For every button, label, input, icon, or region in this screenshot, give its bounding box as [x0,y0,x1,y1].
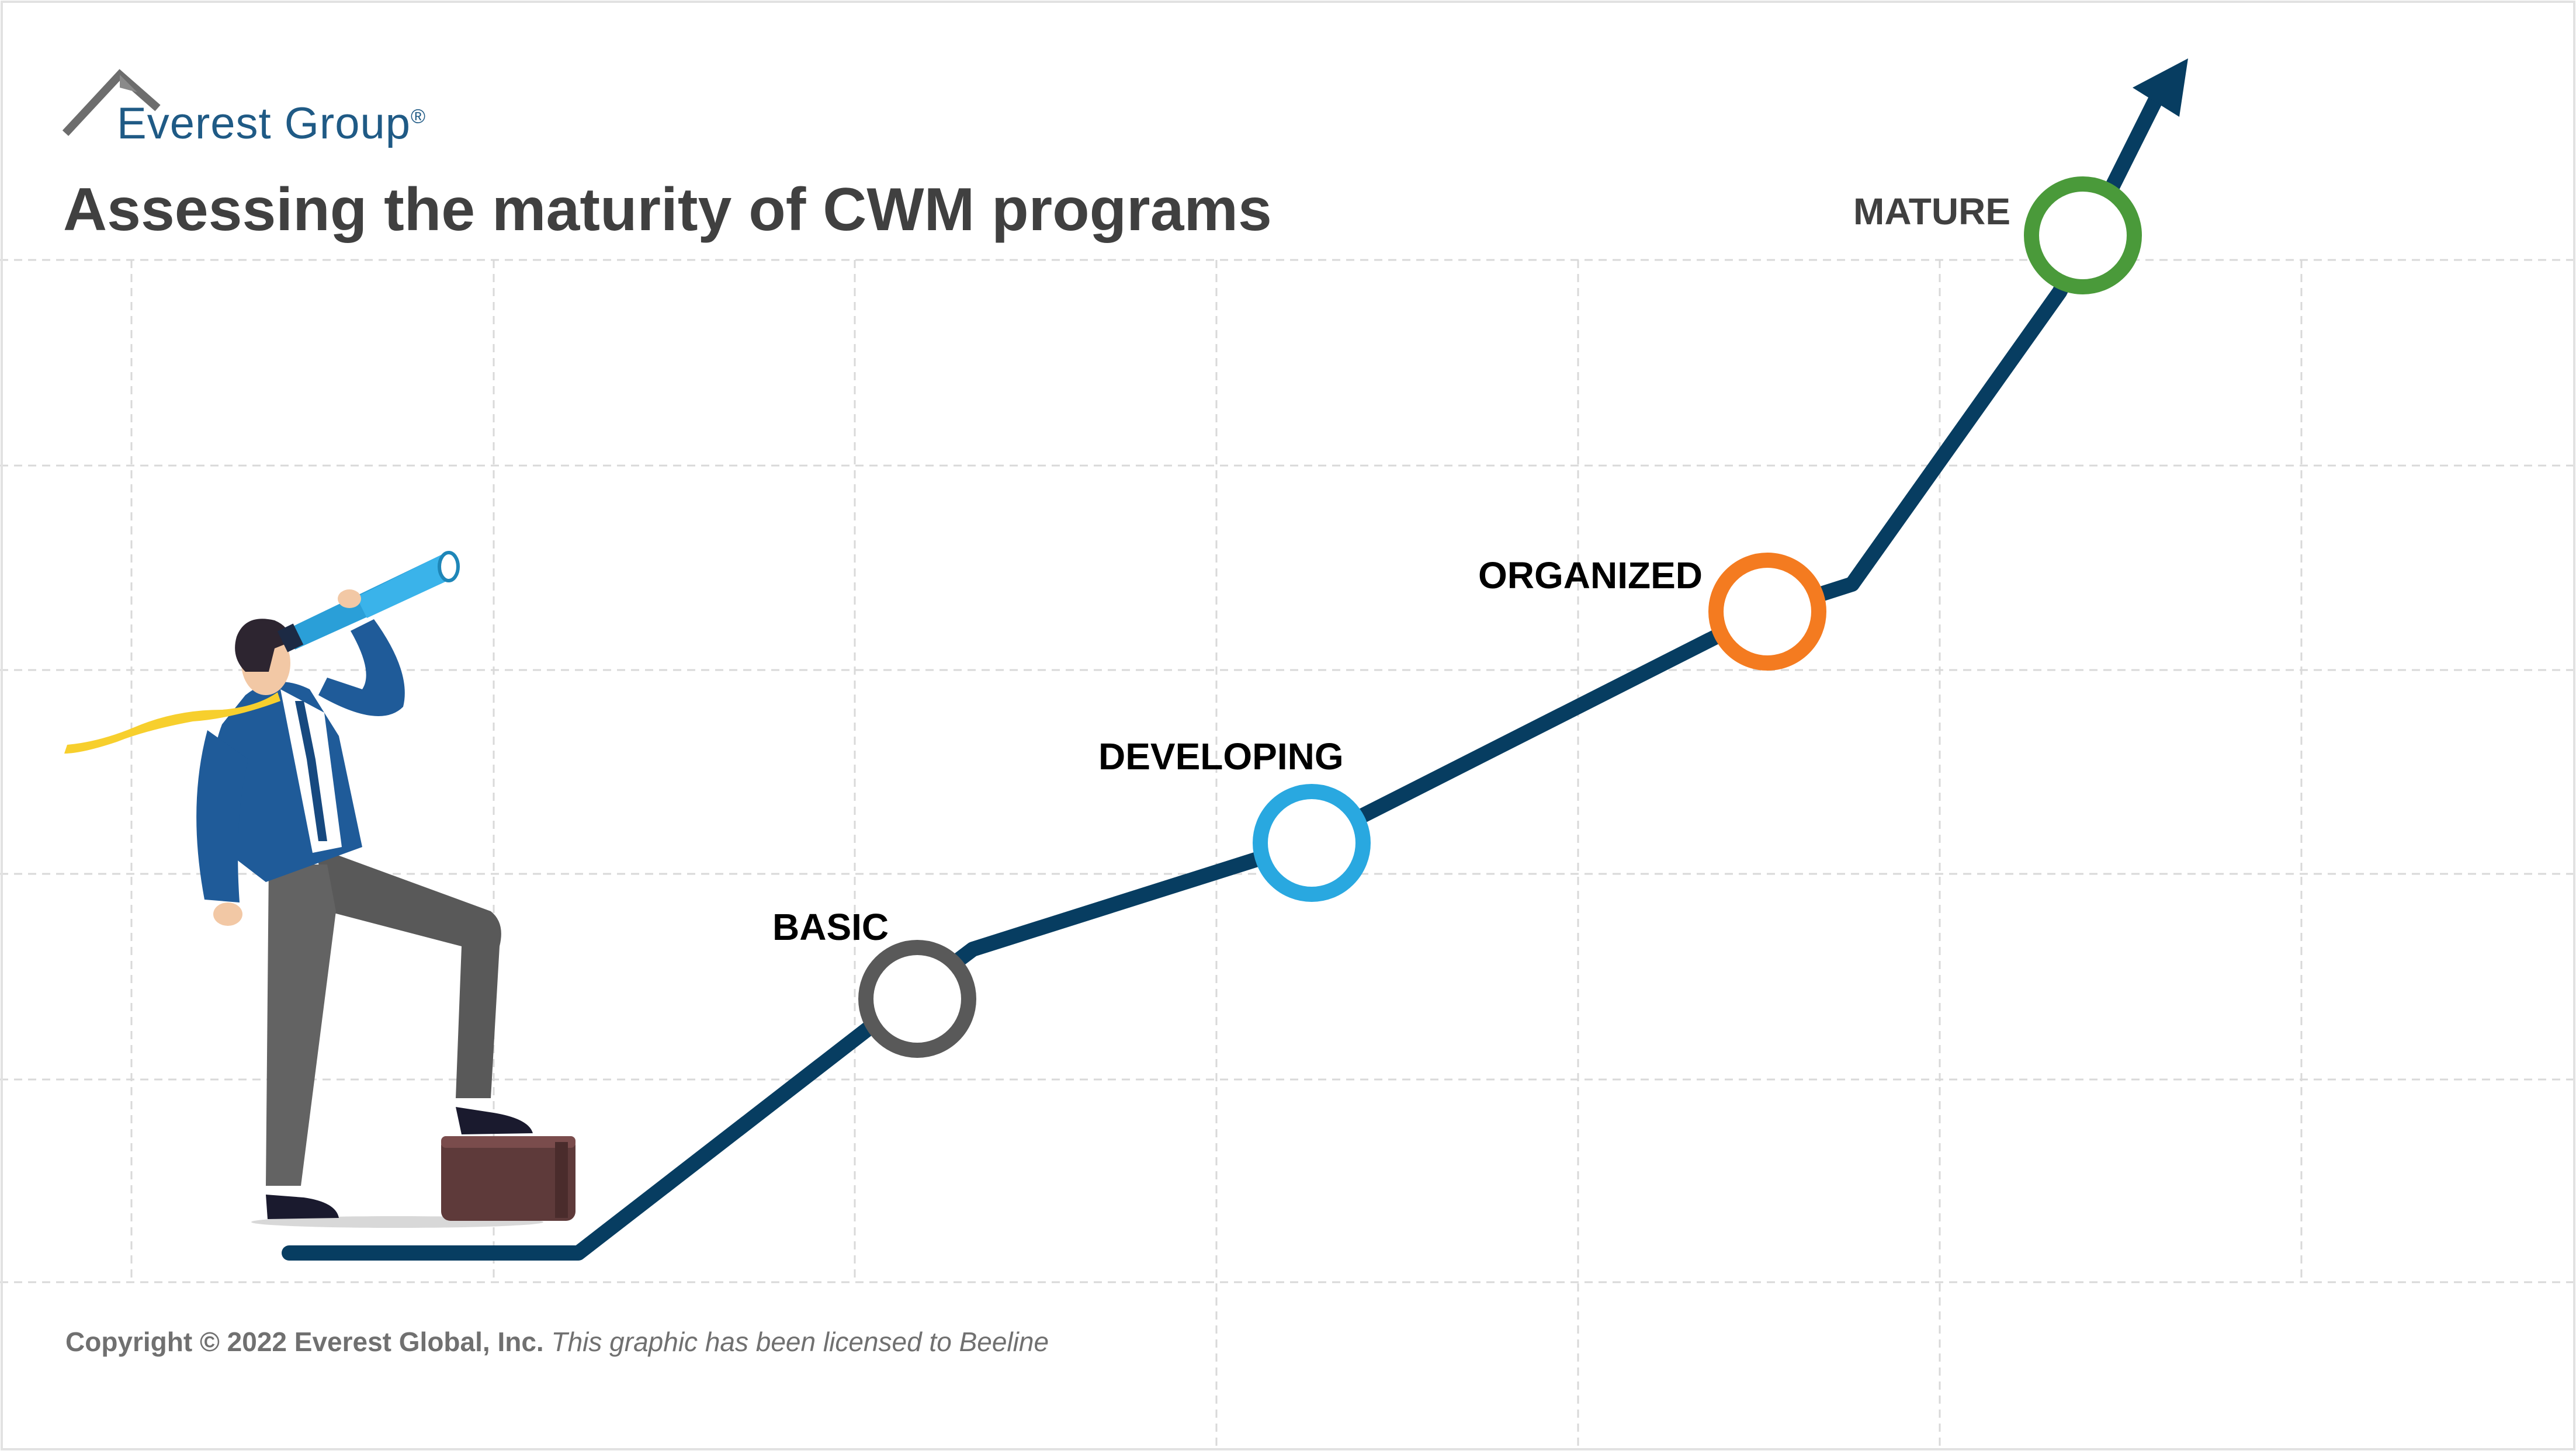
stage-label-organized: ORGANIZED [1478,554,1703,596]
businessman-illustration [64,551,575,1228]
copyright-footer: Copyright © 2022 Everest Global, Inc. Th… [65,1326,1049,1358]
stage-label-developing: DEVELOPING [1098,735,1344,777]
license-text: This graphic has been licensed to Beelin… [551,1327,1049,1357]
brand-name: Everest Group [117,99,411,148]
logo-mountain-icon [62,69,161,136]
arrowhead-icon [2133,58,2188,117]
stage-label-mature: MATURE [1853,190,2010,232]
stage-marker-organized [1708,553,1826,671]
telescope-icon [277,551,460,652]
stage-label-basic: BASIC [772,906,889,948]
copyright-text: Copyright © 2022 Everest Global, Inc. [65,1327,544,1357]
brand-logo: Everest Group® [117,98,426,149]
stage-marker-basic [858,940,976,1058]
briefcase-icon [441,1136,575,1221]
stage-marker-mature [2024,176,2142,294]
page-title: Assessing the maturity of CWM programs [63,176,1272,244]
stage-marker-developing [1253,784,1371,902]
brand-registered-mark: ® [411,105,427,128]
